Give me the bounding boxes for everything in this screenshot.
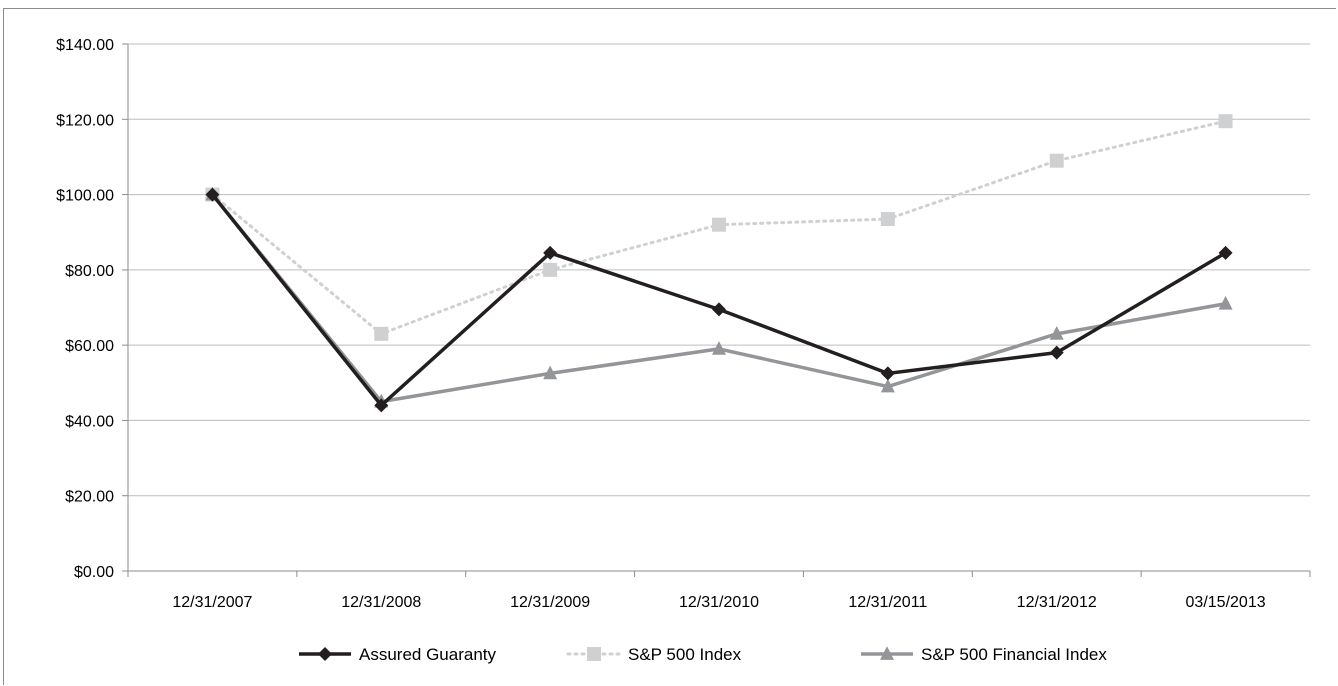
data-point (1218, 114, 1233, 129)
data-point (1049, 326, 1064, 340)
y-tick-label: $120.00 (56, 112, 114, 129)
axes (122, 43, 1311, 577)
y-tick-labels: $0.00 $20.00 $40.00 $60.00 $80.00 $100.00 $120… (56, 37, 114, 581)
series-layer (205, 114, 1233, 413)
data-point (712, 341, 726, 355)
legend-label: Assured Guaranty (359, 645, 497, 664)
y-tick-label: $80.00 (65, 263, 114, 280)
x-tick-label: 12/31/2009 (510, 594, 590, 611)
y-tick-label: $0.00 (74, 564, 114, 581)
y-tick-label: $60.00 (65, 338, 114, 355)
x-tick-label: 12/31/2007 (172, 594, 252, 611)
y-tick-label: $20.00 (65, 489, 114, 506)
legend-swatch-marker (318, 647, 332, 661)
data-point (880, 212, 895, 227)
data-point (205, 187, 220, 202)
legend-swatch-marker (880, 646, 894, 660)
y-tick-label: $100.00 (56, 188, 114, 205)
data-point (1218, 295, 1233, 310)
data-point (880, 366, 895, 381)
chart-frame (3, 8, 1336, 685)
data-point (543, 245, 558, 260)
series-assured-guaranty (205, 187, 1233, 413)
data-point (712, 302, 726, 317)
legend-swatch-marker (587, 647, 601, 661)
y-tick-label: $140.00 (56, 37, 114, 54)
legend-label: S&P 500 Financial Index (921, 645, 1107, 664)
data-point (1049, 153, 1064, 168)
data-point (374, 398, 389, 413)
legend-label: S&P 500 Index (628, 645, 742, 664)
x-tick-label: 12/31/2012 (1017, 594, 1097, 611)
data-point (543, 365, 558, 380)
data-point (543, 262, 558, 277)
data-point (1218, 245, 1233, 260)
data-point (374, 326, 389, 341)
legend-item: S&P 500 Index (566, 645, 742, 664)
x-tick-labels: 12/31/2007 12/31/2008 12/31/2009 12/31/2010… (172, 594, 1265, 611)
data-point (712, 217, 726, 232)
legend-item: S&P 500 Financial Index (861, 645, 1107, 664)
legend: Assured Guaranty S&P 500 Index S&P 500 Fin… (299, 645, 1107, 664)
x-tick-label: 03/15/2013 (1186, 594, 1266, 611)
legend-item: Assured Guaranty (299, 645, 497, 664)
x-tick-label: 12/31/2008 (341, 594, 421, 611)
data-point (1049, 345, 1064, 360)
y-tick-label: $40.00 (65, 413, 114, 430)
data-point (880, 378, 895, 393)
x-tick-label: 12/31/2010 (679, 594, 759, 611)
x-tick-label: 12/31/2011 (848, 594, 927, 611)
